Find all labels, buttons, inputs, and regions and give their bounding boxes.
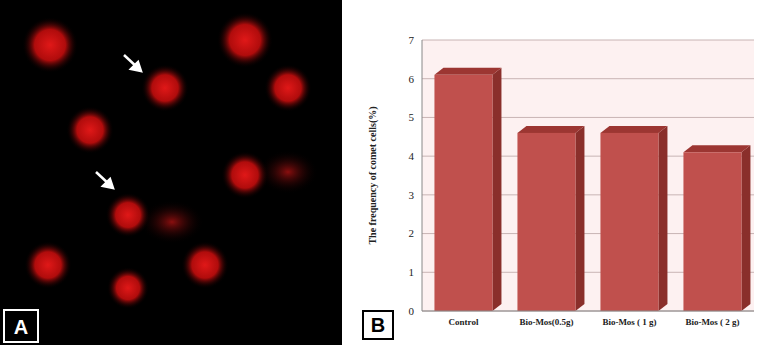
svg-text:5: 5 [409,111,415,123]
svg-text:Bio-Mos ( 2 g): Bio-Mos ( 2 g) [685,317,739,327]
svg-text:0: 0 [409,305,415,317]
svg-text:The frequency of comet cells(%: The frequency of comet cells(%) [367,106,379,244]
svg-text:Bio-Mos(0.5g): Bio-Mos(0.5g) [519,317,573,327]
html-text:B: B [370,314,386,336]
svg-text:7: 7 [409,34,415,46]
svg-text:3: 3 [409,189,415,201]
svg-text:Bio-Mos ( 1 g): Bio-Mos ( 1 g) [602,317,656,327]
svg-text:2: 2 [409,227,415,239]
svg-text:Control: Control [449,317,479,327]
svg-text:6: 6 [409,73,415,85]
svg-text:4: 4 [409,150,415,162]
svg-text:A: A [14,316,28,338]
svg-text:1: 1 [409,266,415,278]
